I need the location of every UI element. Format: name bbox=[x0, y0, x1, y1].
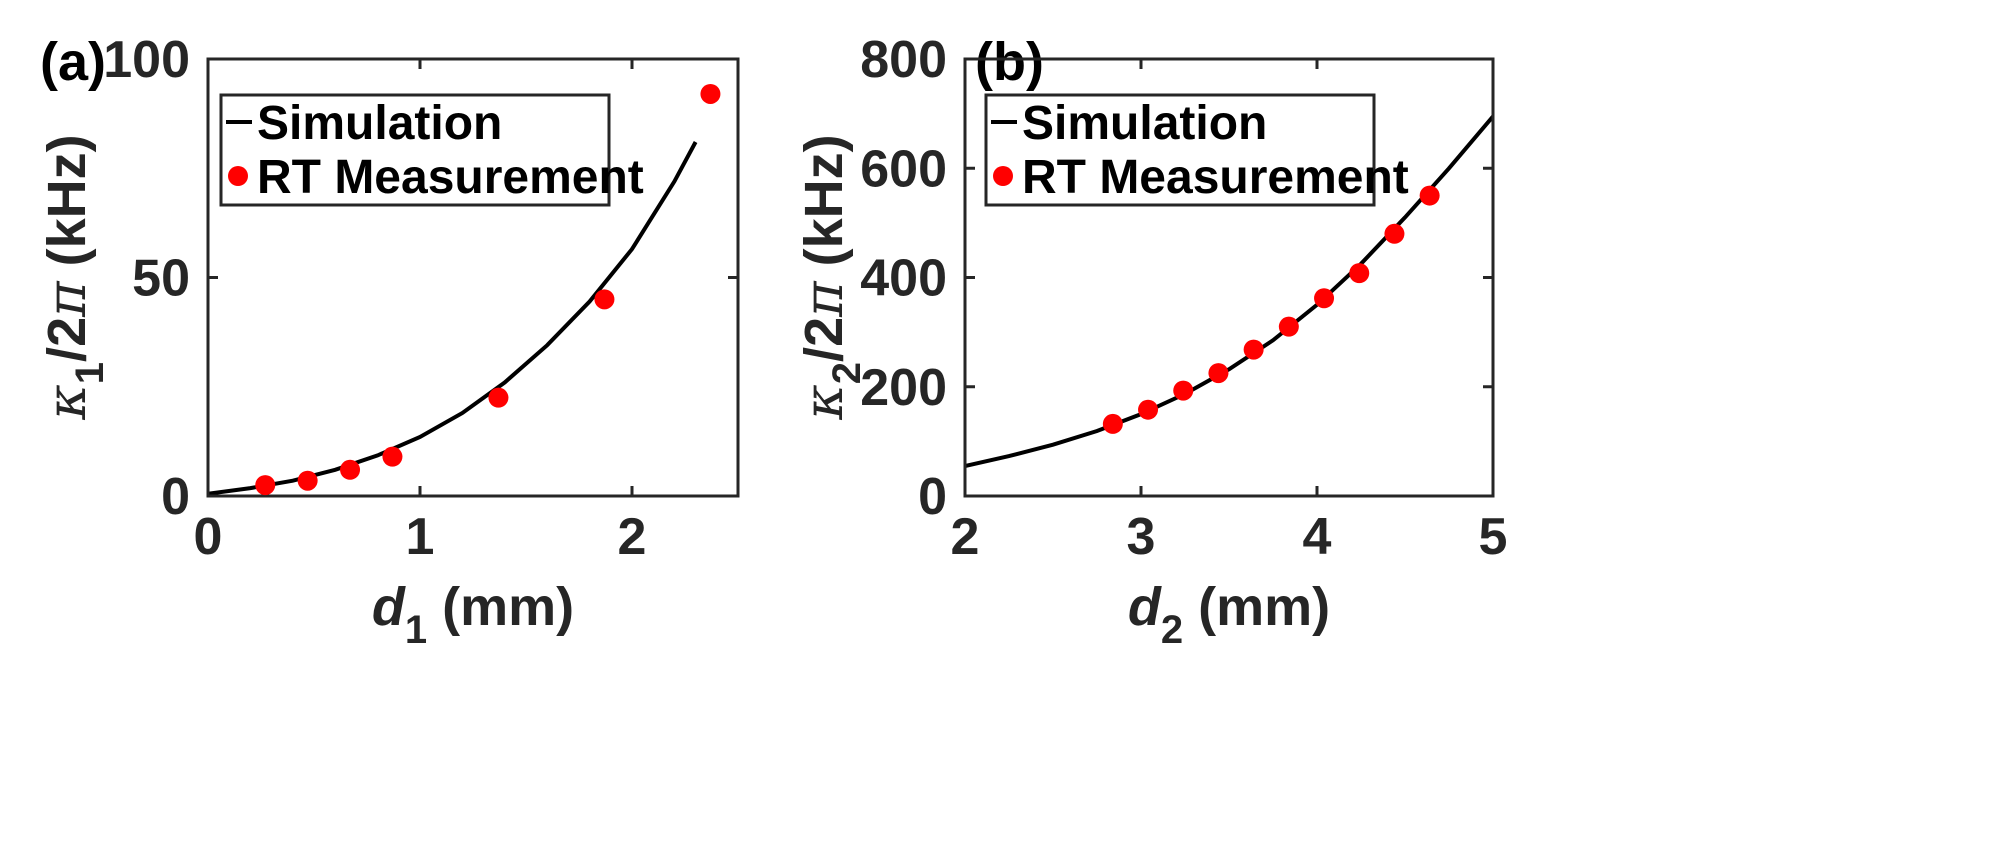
rt-measurement-point bbox=[1102, 413, 1123, 434]
simulation-line bbox=[965, 115, 1493, 468]
legend-simulation-label: Simulation bbox=[1022, 97, 1267, 150]
y-axis-label: κ2/2π (kHz) bbox=[792, 134, 869, 420]
y-tick-label: 400 bbox=[860, 250, 947, 308]
x-axis-label-var: d bbox=[1128, 577, 1162, 637]
rt-measurement-point bbox=[700, 83, 721, 104]
y-axis-label-pi: π bbox=[35, 280, 98, 318]
y-tick-label: 200 bbox=[860, 359, 947, 417]
y-tick-label: 600 bbox=[860, 140, 947, 198]
y-axis-label-unit: (kHz) bbox=[37, 134, 97, 281]
y-axis-label-rest: /2 bbox=[794, 317, 854, 362]
x-tick-label: 0 bbox=[194, 508, 223, 566]
x-tick-label: 2 bbox=[618, 508, 647, 566]
rt-measurement-point bbox=[594, 289, 615, 310]
y-axis-label-rest: /2 bbox=[37, 317, 97, 362]
rt-measurement-point bbox=[1419, 185, 1440, 206]
y-tick-label: 100 bbox=[103, 31, 190, 89]
legend-simulation-label: Simulation bbox=[257, 97, 502, 150]
legend-box bbox=[219, 93, 611, 207]
rt-measurement-point bbox=[1243, 339, 1264, 360]
y-axis-label-greek: κ bbox=[792, 384, 855, 420]
legend-measurement-marker-icon bbox=[228, 166, 248, 186]
simulation-line bbox=[208, 141, 698, 496]
y-tick-label: 0 bbox=[161, 468, 190, 526]
rt-measurement-point bbox=[382, 446, 403, 467]
rt-measurement-point bbox=[255, 475, 276, 496]
y-axis-label-greek: κ bbox=[35, 384, 98, 420]
x-tick-label: 3 bbox=[1127, 508, 1156, 566]
rt-measurement-point bbox=[1314, 288, 1335, 309]
x-axis-label: d2 (mm) bbox=[1128, 577, 1330, 652]
y-axis-label-sub: 2 bbox=[825, 362, 869, 384]
legend-measurement-marker-icon bbox=[993, 166, 1013, 186]
rt-measurement-point bbox=[1138, 399, 1159, 420]
x-axis-label-sub: 1 bbox=[405, 608, 427, 652]
y-tick-label: 800 bbox=[860, 31, 947, 89]
legend-measurement-label: RT Measurement bbox=[1022, 151, 1409, 204]
rt-measurement-point bbox=[1208, 363, 1229, 384]
rt-measurement-point bbox=[1173, 380, 1194, 401]
y-tick-label: 50 bbox=[132, 250, 190, 308]
x-axis-label-var: d bbox=[372, 577, 406, 637]
y-axis-label-unit: (kHz) bbox=[794, 134, 854, 281]
legend-box bbox=[984, 93, 1376, 207]
x-axis-label-sub: 2 bbox=[1161, 608, 1183, 652]
y-axis-label: κ1/2π (kHz) bbox=[35, 134, 112, 420]
rt-measurement-point bbox=[1384, 223, 1405, 244]
x-tick-label: 2 bbox=[951, 508, 980, 566]
x-tick-label: 5 bbox=[1479, 508, 1508, 566]
x-axis-label: d1 (mm) bbox=[372, 577, 574, 652]
y-tick-label: 0 bbox=[918, 468, 947, 526]
rt-measurement-point bbox=[1278, 316, 1299, 337]
x-tick-label: 1 bbox=[406, 508, 435, 566]
x-axis-label-unit: (mm) bbox=[1183, 577, 1330, 637]
rt-measurement-point bbox=[297, 470, 318, 491]
panel-a-label: (a) bbox=[40, 32, 106, 92]
legend-measurement-label: RT Measurement bbox=[257, 151, 644, 204]
y-axis-label-sub: 1 bbox=[68, 362, 112, 384]
panel-b-label: (b) bbox=[975, 32, 1044, 92]
rt-measurement-point bbox=[1349, 263, 1370, 284]
x-tick-label: 4 bbox=[1303, 508, 1332, 566]
x-axis-label-unit: (mm) bbox=[427, 577, 574, 637]
y-axis-label-pi: π bbox=[792, 280, 855, 318]
rt-measurement-point bbox=[340, 459, 361, 480]
rt-measurement-point bbox=[488, 387, 509, 408]
